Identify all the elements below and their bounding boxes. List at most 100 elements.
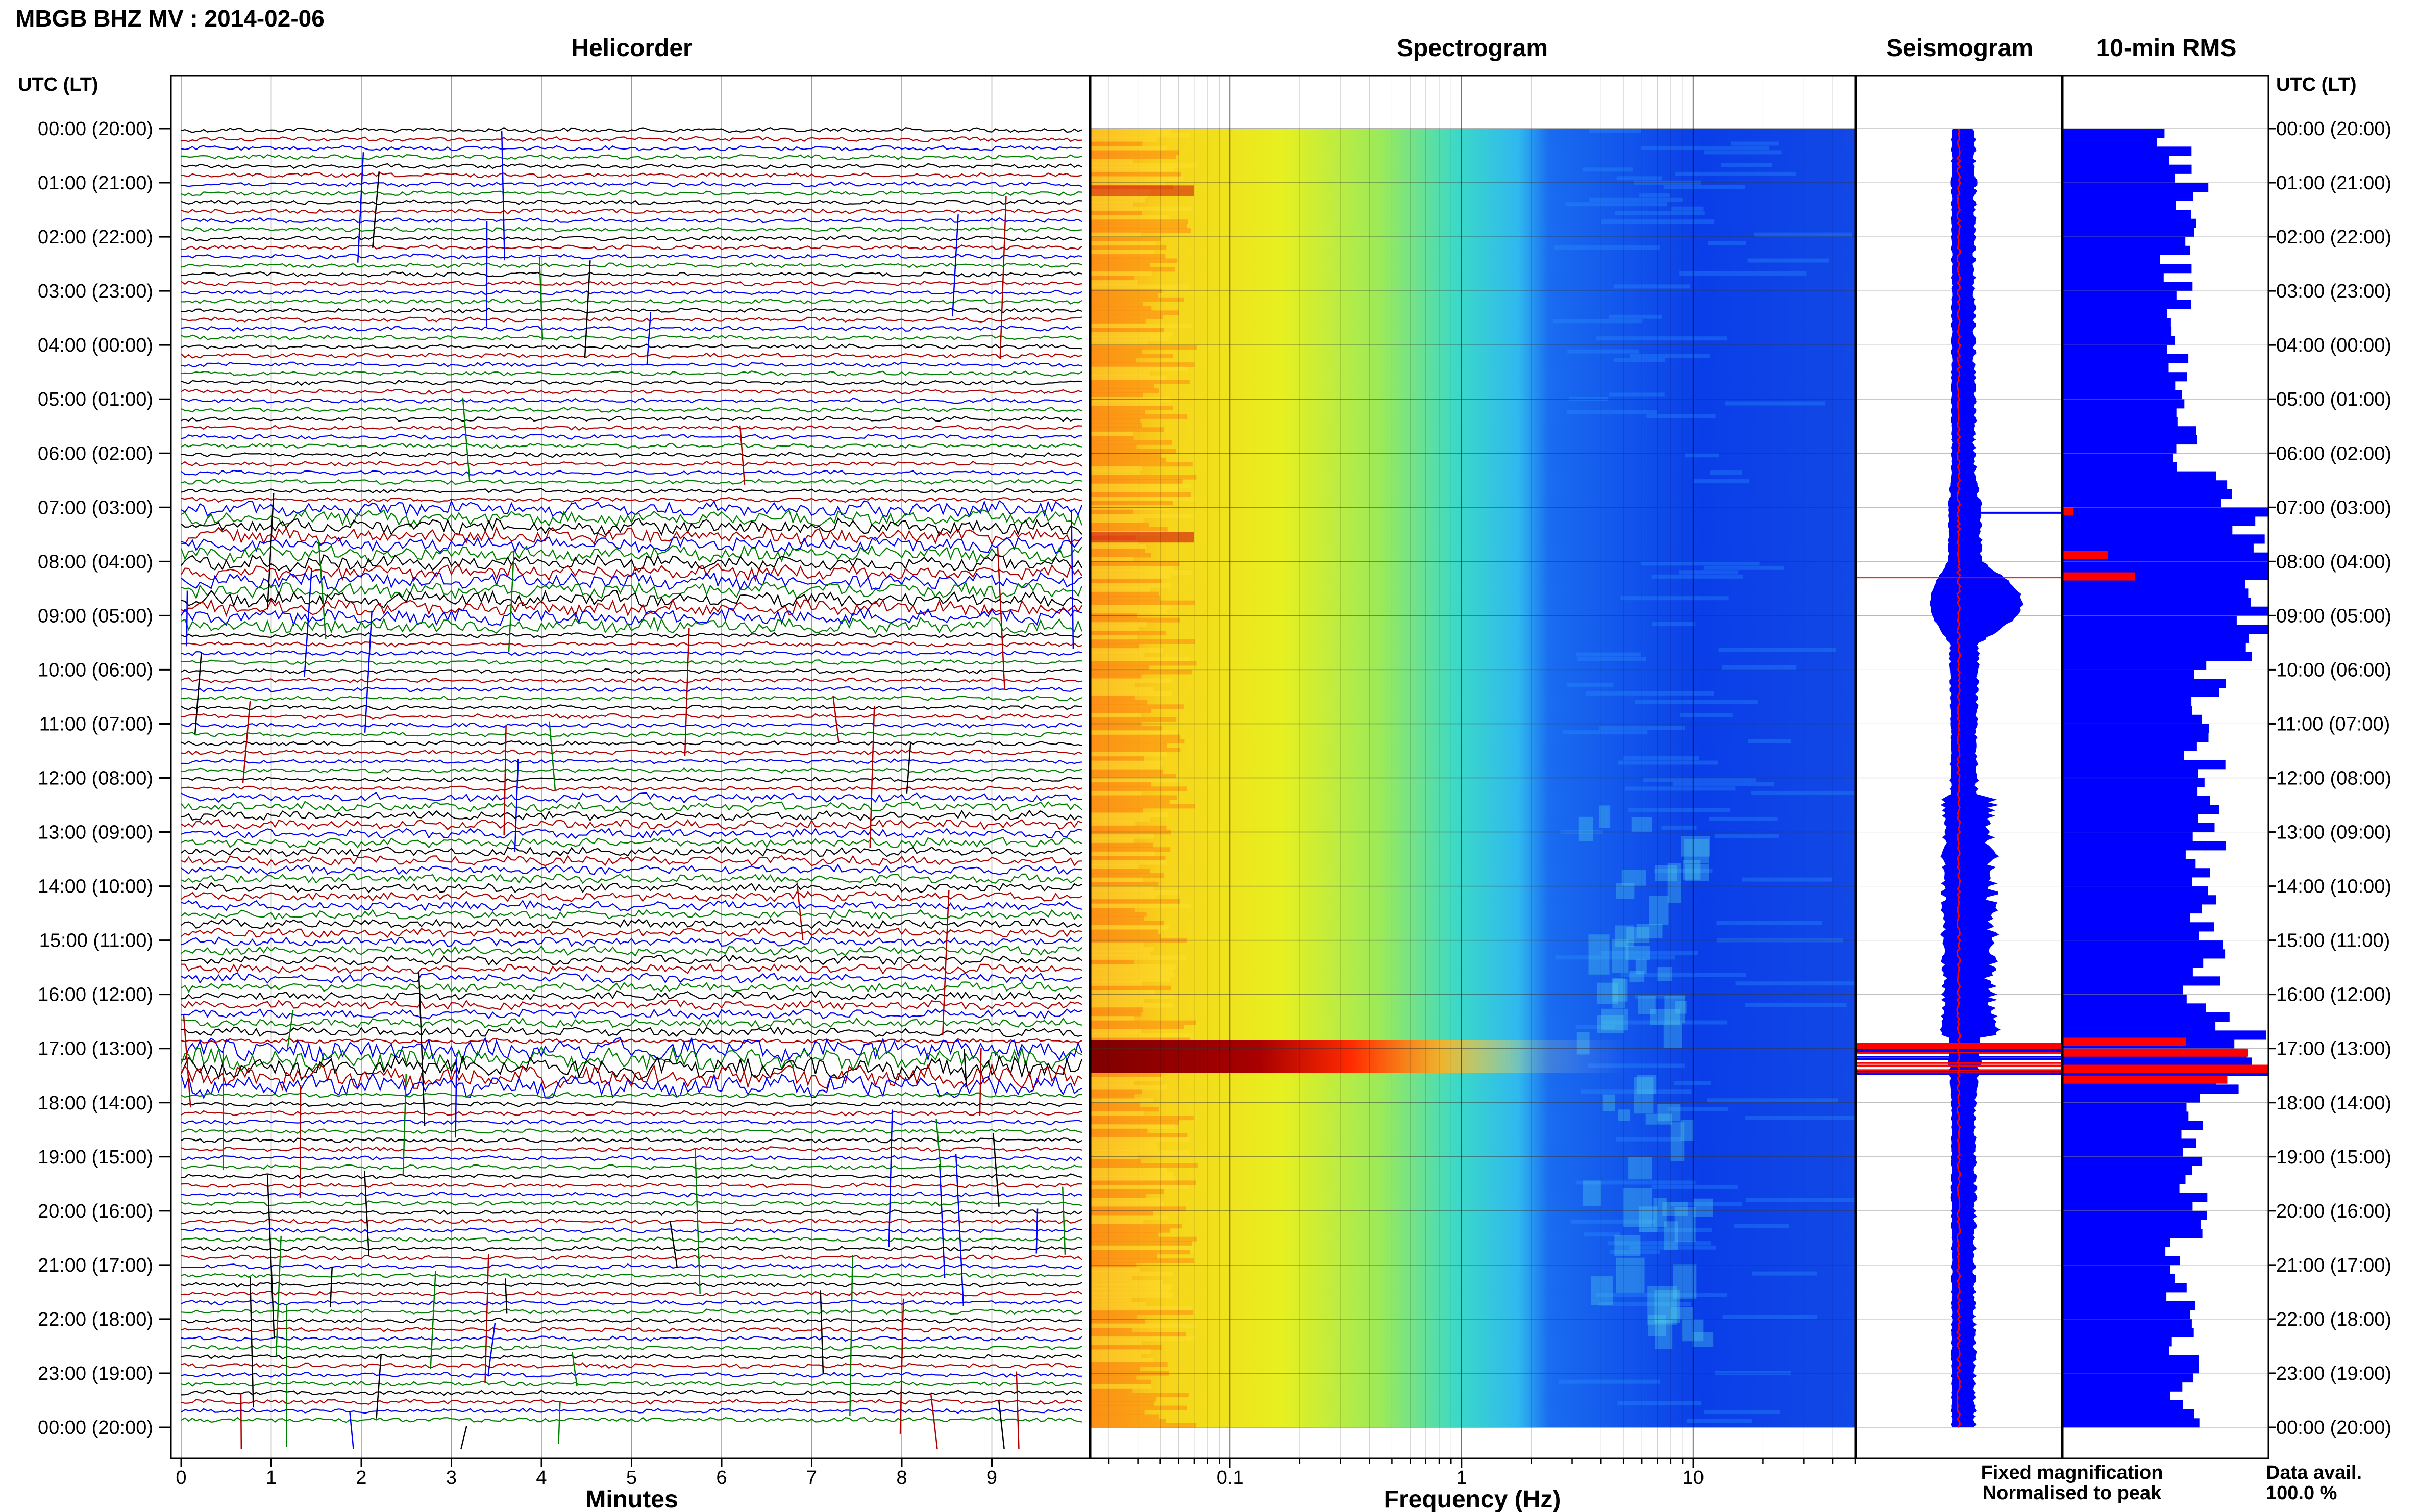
helicorder-trace <box>181 217 1082 224</box>
spectrogram-row <box>1091 1137 1190 1142</box>
spectrogram-row <box>1091 1085 1167 1090</box>
spectrogram-row <box>1091 479 1183 484</box>
helicorder-trace <box>181 280 1082 287</box>
spectrogram-row <box>1091 548 1145 553</box>
spectrogram-row <box>1670 1202 1742 1206</box>
rms-normalised-bar <box>2063 1075 2228 1084</box>
spectrogram-row <box>1091 509 1133 514</box>
spectrogram-row <box>1634 994 1686 999</box>
spectrogram-row <box>1091 977 1170 982</box>
spectrogram-row <box>1091 816 1150 822</box>
spectrogram-row <box>1091 682 1135 687</box>
helicorder-trace <box>181 271 1082 278</box>
rms-bar <box>2063 670 2194 679</box>
spectrogram-row <box>1091 1094 1135 1099</box>
spectrogram-row <box>1091 821 1136 826</box>
helicorder-spike <box>194 652 202 734</box>
spectrogram-row <box>1091 1072 1162 1077</box>
helicorder-trace <box>181 199 1082 206</box>
spectrogram-row <box>1563 730 1648 735</box>
spectrogram-row <box>1091 838 1134 844</box>
spectrogram-row <box>1091 1016 1134 1021</box>
spectrogram-row <box>1091 384 1154 389</box>
rms-bar <box>2063 660 2207 670</box>
spectrogram-row <box>1091 842 1154 848</box>
spectrogram-row <box>1091 410 1145 415</box>
spectrogram-patch <box>1578 816 1593 841</box>
spectrogram-patch <box>1625 946 1650 960</box>
helicorder-trace <box>181 1218 1082 1225</box>
spectrogram-row <box>1091 790 1142 796</box>
spectrogram-row <box>1599 726 1685 730</box>
spectrogram-row <box>1091 163 1197 168</box>
spectrogram-row <box>1091 873 1165 878</box>
rms-bar <box>2063 741 2197 751</box>
spectrogram-row <box>1091 245 1167 251</box>
spectrogram-x-label: Frequency (Hz) <box>1384 1486 1561 1512</box>
spectrogram-row <box>1091 804 1195 809</box>
helicorder-trace <box>181 136 1082 142</box>
rms-bar <box>2063 327 2172 336</box>
rms-bar <box>2063 697 2192 706</box>
spectrogram-row <box>1091 332 1173 337</box>
spectrogram-row <box>1745 1116 1871 1120</box>
spectrogram-row <box>1091 912 1147 917</box>
spectrogram-row <box>1091 310 1179 315</box>
spectrogram-row <box>1598 1301 1691 1306</box>
spectrogram-row <box>1567 410 1657 414</box>
helicorder-trace <box>181 343 1082 350</box>
spectrogram-row <box>1091 1410 1145 1415</box>
helicorder-spike <box>820 1290 824 1373</box>
rms-bar <box>2063 534 2265 544</box>
spectrogram-row <box>1091 323 1192 328</box>
spectrogram-row <box>1639 193 1670 198</box>
rms-bar <box>2063 841 2226 851</box>
helicorder-trace <box>181 226 1082 233</box>
spectrogram-row <box>1629 1245 1716 1250</box>
helicorder-trace <box>181 488 1082 494</box>
spectrogram-patch <box>1638 1206 1658 1232</box>
spectrogram-row <box>1091 1271 1173 1276</box>
helicorder-trace <box>181 819 1082 831</box>
helicorder-trace <box>181 589 1082 608</box>
helicorder-spike <box>538 256 544 340</box>
rms-bar <box>2063 300 2191 309</box>
spectrogram-row <box>1748 739 1791 743</box>
helicorder-trace <box>181 469 1082 476</box>
spectrogram-row <box>1582 167 1633 172</box>
helicorder-panel <box>170 75 1091 1459</box>
helicorder-trace <box>181 846 1082 858</box>
helicorder-trace <box>181 1245 1082 1252</box>
data-avail-label: Data avail. <box>2266 1462 2362 1483</box>
rms-bar <box>2063 372 2187 382</box>
spectrogram-row <box>1091 1397 1157 1402</box>
helicorder-trace <box>181 1017 1082 1029</box>
spectrogram-row <box>1091 583 1171 588</box>
spectrogram-row <box>1091 514 1193 519</box>
spectrogram-row <box>1091 605 1171 610</box>
helicorder-trace <box>181 1209 1082 1216</box>
time-tick-label: 07:00 (03:00) <box>38 497 153 518</box>
helicorder-trace <box>181 837 1082 849</box>
helicorder-trace <box>181 235 1082 241</box>
time-tick-label: 21:00 (17:00) <box>38 1255 153 1276</box>
helicorder-trace <box>181 479 1082 485</box>
spectrogram-row <box>1596 336 1727 341</box>
helicorder-trace <box>181 563 1082 582</box>
spectrogram-patch <box>1597 982 1618 1004</box>
spectrogram-row <box>1091 1168 1167 1172</box>
helicorder-spike <box>249 1277 254 1408</box>
spectrogram-row <box>1672 782 1774 786</box>
helicorder-trace <box>181 927 1082 938</box>
rms-bar <box>2063 417 2178 427</box>
spectrogram-row <box>1752 1271 1817 1276</box>
spectrogram-row <box>1721 163 1773 167</box>
helicorder-trace <box>181 379 1082 386</box>
spectrogram-row <box>1091 241 1156 246</box>
spectrogram-patch <box>1649 896 1669 925</box>
helicorder-spike <box>266 1175 275 1339</box>
helicorder-trace <box>181 325 1082 332</box>
spectrogram-row <box>1091 1353 1141 1358</box>
rms-bar <box>2063 868 2210 878</box>
rms-bar <box>2063 426 2196 436</box>
